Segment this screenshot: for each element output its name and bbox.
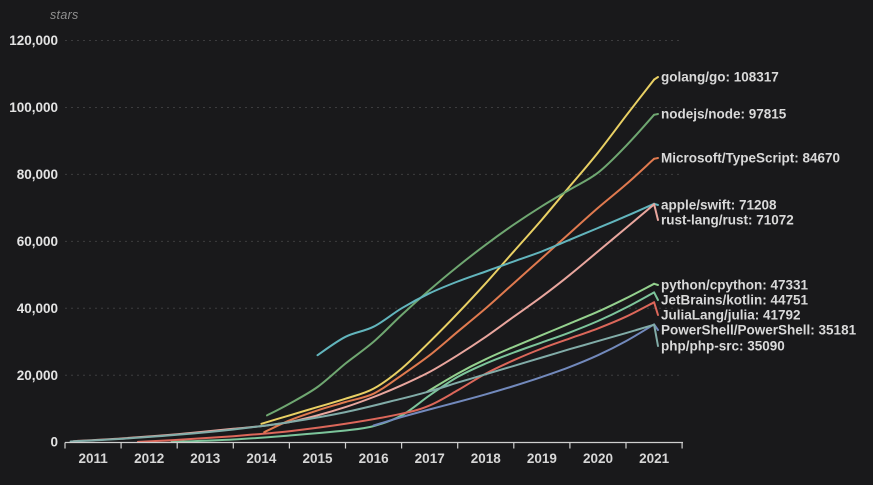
series-label: PowerShell/PowerShell: 35181 bbox=[661, 323, 857, 338]
y-tick-label: 0 bbox=[50, 435, 58, 450]
series-label: JuliaLang/julia: 41792 bbox=[661, 308, 801, 323]
y-tick-label: 60,000 bbox=[17, 234, 58, 249]
x-tick-label: 2017 bbox=[415, 451, 445, 466]
series-line-php-php-src bbox=[69, 323, 656, 443]
y-tick-label: 120,000 bbox=[9, 33, 58, 48]
y-tick-label: 100,000 bbox=[9, 100, 58, 115]
series-label: JetBrains/kotlin: 44751 bbox=[661, 293, 809, 308]
x-tick-label: 2020 bbox=[583, 451, 613, 466]
y-tick-label: 40,000 bbox=[17, 301, 58, 316]
series-line-powershell-powershell bbox=[372, 323, 656, 427]
series-leader-line bbox=[653, 203, 659, 221]
x-tick-label: 2015 bbox=[302, 451, 333, 466]
series-line-python-cpython bbox=[425, 282, 656, 393]
x-tick-label: 2016 bbox=[359, 451, 390, 466]
series-line-golang-go bbox=[260, 78, 656, 425]
series-label: Microsoft/TypeScript: 84670 bbox=[661, 151, 840, 166]
y-axis-title: stars bbox=[50, 8, 79, 22]
series-leader-line bbox=[653, 301, 659, 316]
series-line-apple-swift bbox=[316, 202, 656, 357]
series-line-nodejs-node bbox=[266, 113, 656, 417]
series-leader-line bbox=[653, 291, 659, 301]
series-leader-line bbox=[653, 76, 659, 81]
x-tick-label: 2021 bbox=[639, 451, 670, 466]
x-tick-label: 2018 bbox=[471, 451, 502, 466]
series-label: php/php-src: 35090 bbox=[661, 339, 785, 354]
x-tick-label: 2013 bbox=[190, 451, 221, 466]
x-tick-label: 2019 bbox=[527, 451, 557, 466]
x-tick-label: 2012 bbox=[134, 451, 164, 466]
series-leader-line bbox=[653, 323, 659, 347]
series-leader-line bbox=[653, 157, 659, 160]
series-line-rust-lang-rust bbox=[72, 203, 656, 443]
series-leader-line bbox=[653, 113, 659, 116]
x-tick-label: 2014 bbox=[246, 451, 277, 466]
series-label: rust-lang/rust: 71072 bbox=[661, 213, 794, 228]
series-line-jetbrains-kotlin bbox=[170, 291, 656, 443]
series-line-microsoft-typescript bbox=[263, 157, 656, 434]
series-label: python/cpython: 47331 bbox=[661, 278, 809, 293]
x-tick-label: 2011 bbox=[78, 451, 108, 466]
y-tick-label: 80,000 bbox=[17, 167, 58, 182]
series-line-julialang-julia bbox=[136, 301, 656, 443]
series-label: apple/swift: 71208 bbox=[661, 198, 777, 213]
series-label: golang/go: 108317 bbox=[661, 70, 779, 85]
series-leader-line bbox=[653, 282, 659, 286]
y-tick-label: 20,000 bbox=[17, 368, 58, 383]
series-label: nodejs/node: 97815 bbox=[661, 107, 787, 122]
